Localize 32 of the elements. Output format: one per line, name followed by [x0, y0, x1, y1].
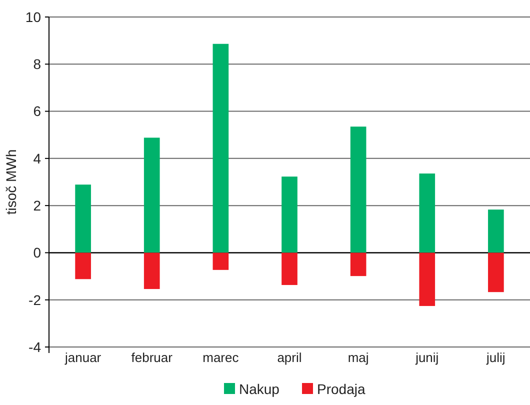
y-tick-label: 10 — [25, 8, 42, 25]
bar — [282, 176, 298, 253]
y-tick-label: 2 — [33, 197, 42, 214]
y-tick-label: 8 — [33, 56, 42, 72]
x-tick-label: februar — [131, 350, 174, 365]
bar — [212, 252, 229, 270]
x-tick-label: maj — [348, 350, 369, 365]
bar — [350, 252, 366, 276]
bar — [419, 252, 436, 306]
bar — [282, 252, 298, 286]
bar — [212, 44, 229, 253]
y-tick-label: 4 — [33, 150, 42, 166]
x-tick-label: marec — [202, 350, 240, 365]
y-tick-label: 6 — [33, 103, 42, 120]
bar — [488, 252, 504, 292]
x-tick-label: januar — [64, 350, 102, 365]
x-tick-label: julij — [486, 350, 506, 365]
bar — [144, 138, 160, 253]
bar — [144, 252, 160, 290]
legend-label: Nakup — [239, 380, 280, 397]
y-axis-title: tisoč MWh — [3, 149, 19, 215]
bar — [488, 210, 504, 253]
x-tick-label: junij — [414, 350, 439, 365]
bar — [75, 184, 91, 253]
y-tick-label: -2 — [28, 292, 42, 308]
bar — [75, 252, 91, 280]
x-tick-label: april — [277, 350, 302, 365]
legend-label: Prodaja — [317, 380, 366, 397]
bar — [419, 174, 436, 253]
y-tick-label: -4 — [28, 338, 42, 355]
bar — [350, 126, 366, 253]
y-tick-label: 0 — [33, 244, 42, 261]
